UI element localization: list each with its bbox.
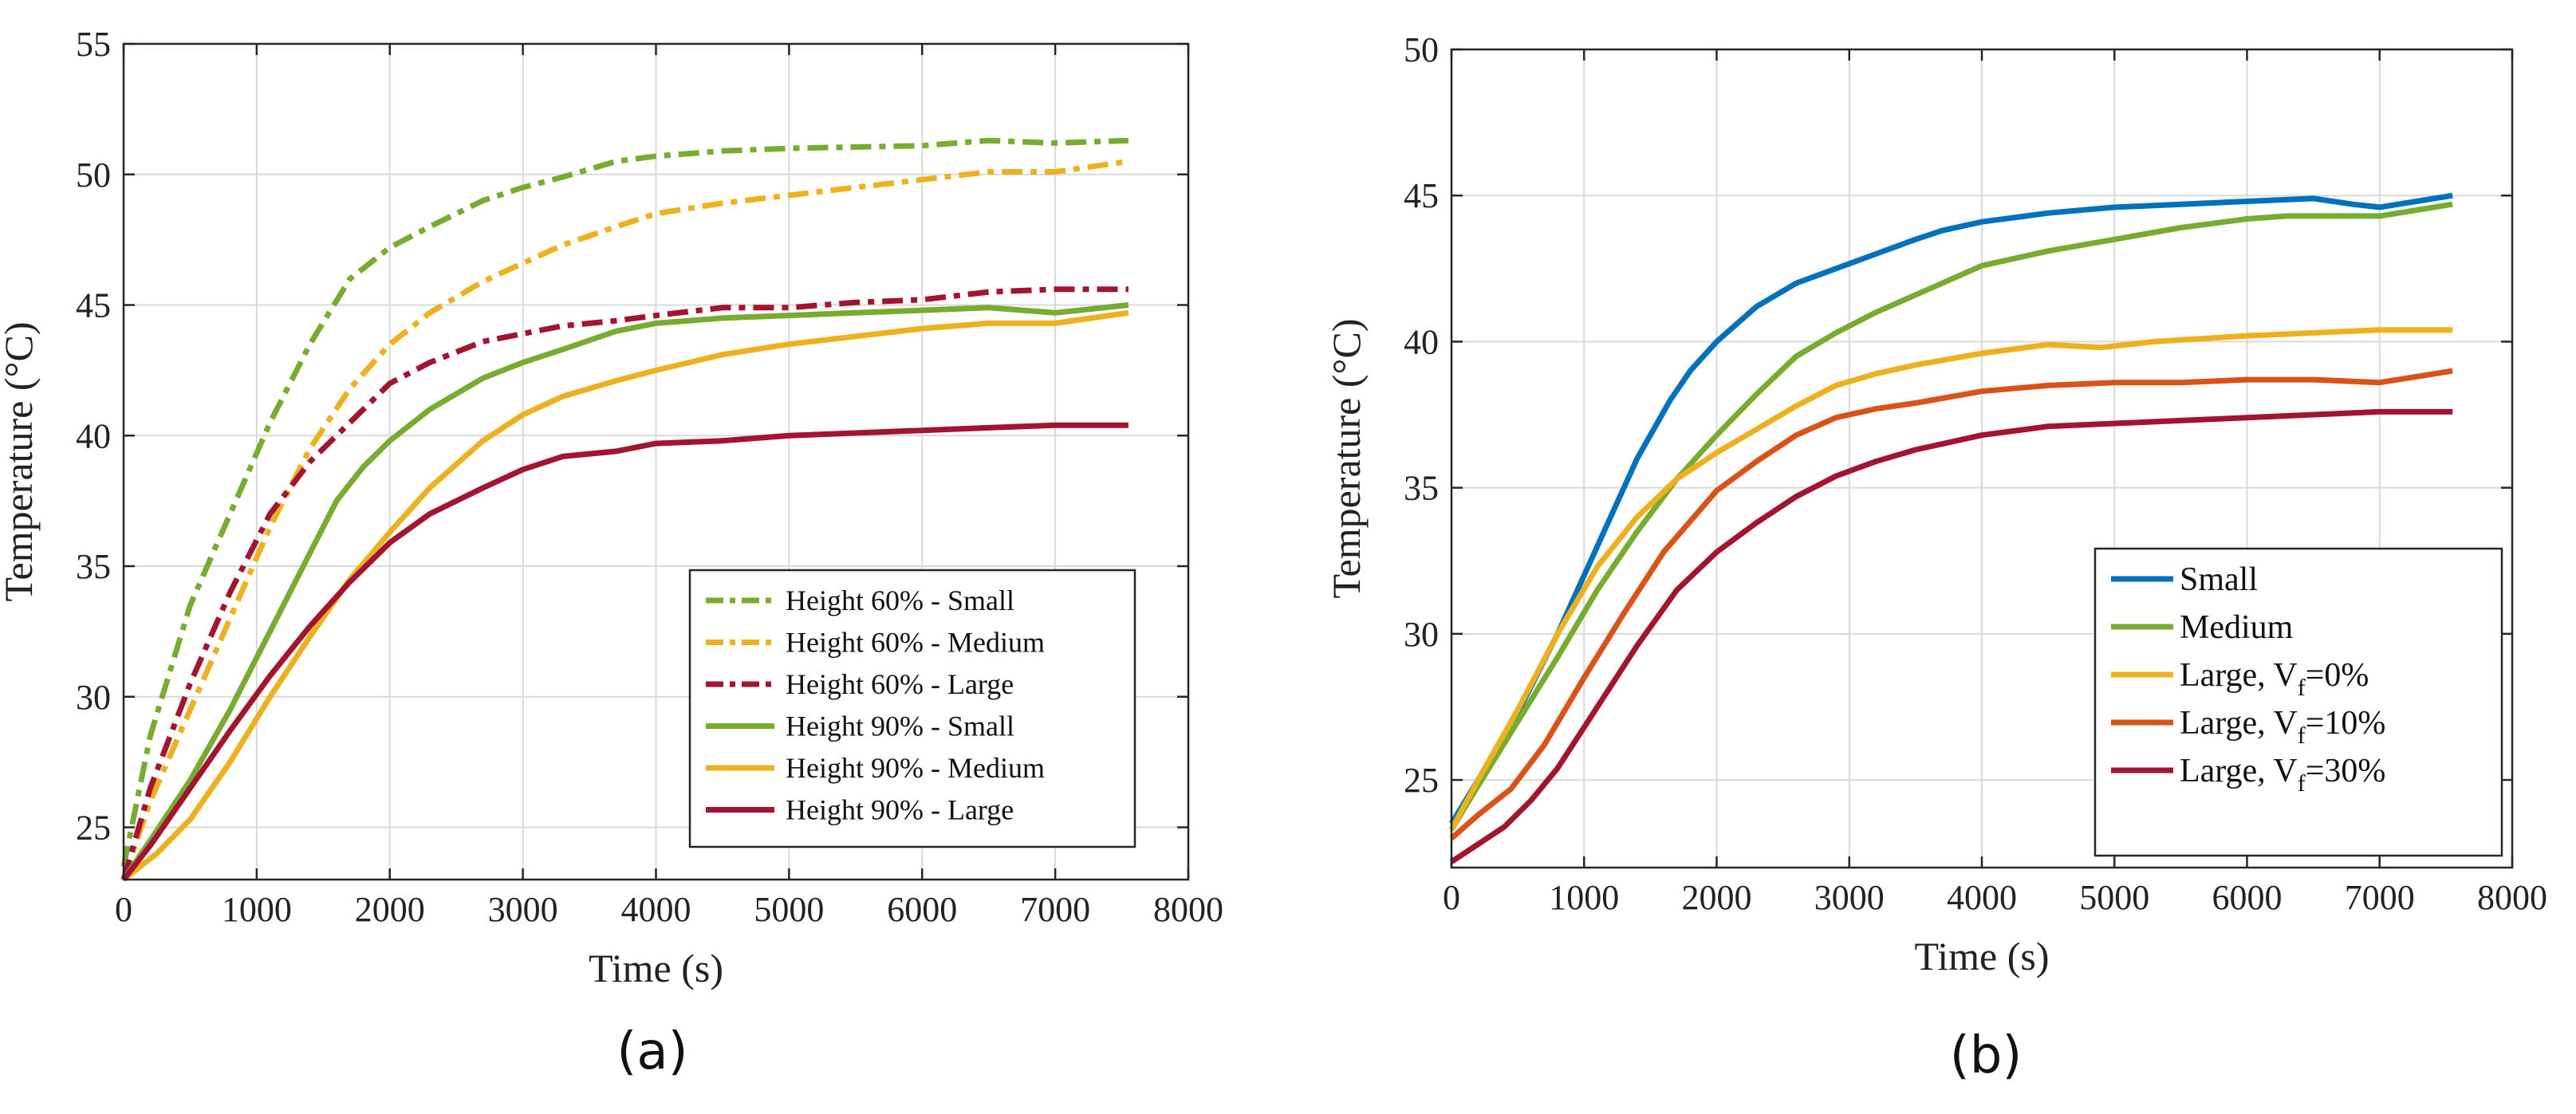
series-line-2 (1449, 201, 2453, 832)
legend-label: Small (2180, 561, 2258, 598)
panel-label: (b) (1950, 1026, 2023, 1085)
legend-label: Medium (2180, 609, 2294, 646)
y-tick-label: 45 (76, 286, 111, 325)
y-tick-label: 35 (76, 547, 111, 586)
legend-text: Large, V (2180, 753, 2298, 789)
legend-text: Height 60% - Small (786, 585, 1014, 616)
y-tick-label: 45 (1404, 176, 1439, 215)
x-tick-label: 4000 (1947, 878, 2017, 917)
legend-suffix: =30% (2306, 753, 2386, 789)
legend-text: Height 60% - Medium (786, 627, 1045, 659)
legend-text: Large, V (2180, 705, 2298, 742)
x-tick-label: 0 (1443, 878, 1460, 917)
legend-label: Height 60% - Small (786, 585, 1014, 616)
y-tick-label: 55 (76, 25, 111, 64)
y-tick-label: 50 (1404, 30, 1439, 69)
legend-label: Height 90% - Large (786, 794, 1014, 826)
legend-text: Height 60% - Large (786, 668, 1014, 700)
x-tick-label: 7000 (2345, 878, 2415, 917)
x-tick-label: 2000 (1682, 878, 1752, 917)
x-tick-label: 5000 (754, 890, 824, 929)
legend-text: Height 90% - Medium (786, 752, 1045, 784)
series-line-4 (121, 302, 1129, 881)
y-tick-label: 40 (76, 416, 111, 455)
series-line-5 (121, 309, 1129, 882)
series-line-1 (1449, 192, 2453, 825)
legend-subscript: f (2298, 722, 2306, 749)
series-line-5 (1450, 408, 2453, 864)
x-tick-label: 2000 (355, 890, 425, 929)
series-line-3 (120, 286, 1128, 880)
x-tick-label: 3000 (488, 890, 558, 929)
legend-label: Height 90% - Small (786, 711, 1014, 742)
legend-text: Large, V (2180, 657, 2298, 694)
x-tick-label: 4000 (621, 890, 691, 929)
y-axis-label: Temperature (°C) (1324, 318, 1369, 598)
legend-suffix: =10% (2306, 705, 2386, 742)
legend-label: Large, Vf=0% (2180, 657, 2369, 701)
legend-label: Large, Vf=30% (2180, 753, 2385, 797)
legend-suffix: =0% (2306, 657, 2369, 694)
y-tick-label: 25 (76, 809, 111, 848)
legend-text: Height 90% - Small (786, 711, 1014, 742)
legend-text: Height 90% - Large (786, 794, 1014, 826)
legend-box (2093, 547, 2503, 857)
x-axis-label: Time (s) (589, 946, 723, 990)
y-tick-label: 30 (1404, 615, 1439, 654)
x-tick-label: 1000 (222, 890, 292, 929)
legend-label: Height 90% - Medium (786, 752, 1045, 784)
legend-subscript: f (2298, 675, 2306, 701)
legend-subscript: f (2298, 770, 2306, 797)
legend-text: Medium (2180, 609, 2294, 646)
legend-label: Height 60% - Large (786, 668, 1014, 700)
y-tick-label: 40 (1404, 322, 1439, 361)
x-tick-label: 8000 (1153, 890, 1223, 929)
legend-label: Large, Vf=10% (2180, 705, 2385, 749)
chart-panel-a: 0 1000 2000 3000 4000 5000 6000 7000 8000 25 30 35 4… (0, 25, 1223, 1081)
y-tick-label: 30 (76, 678, 111, 717)
y-tick-label: 25 (1404, 761, 1439, 800)
series-line-3 (1448, 327, 2453, 832)
legend-box (688, 569, 1136, 848)
series-line-1 (120, 137, 1129, 868)
panel-label: (a) (616, 1022, 687, 1081)
x-tick-label: 8000 (2477, 878, 2547, 917)
x-tick-label: 7000 (1020, 890, 1090, 929)
x-tick-label: 1000 (1549, 878, 1619, 917)
series-line-6 (121, 422, 1128, 882)
series-line-4 (1449, 368, 2453, 841)
legend: Height 60% - Small Height 60% - Medium Hei… (688, 569, 1136, 848)
x-tick-label: 0 (115, 890, 132, 929)
x-tick-label: 3000 (1814, 878, 1885, 917)
y-tick-label: 50 (76, 155, 111, 195)
x-tick-label: 6000 (2212, 878, 2283, 917)
y-axis-label: Temperature (°C) (0, 321, 41, 601)
series-line-2 (120, 158, 1129, 881)
y-tick-label: 35 (1404, 469, 1439, 508)
x-tick-label: 6000 (887, 890, 957, 929)
chart-panel-b: 0 1000 2000 3000 4000 5000 6000 7000 8000 25 30 35 4… (1324, 30, 2547, 1085)
x-tick-label: 5000 (2079, 878, 2149, 917)
legend-text: Small (2180, 561, 2258, 598)
x-axis-label: Time (s) (1914, 934, 2049, 978)
legend-label: Height 60% - Medium (786, 627, 1045, 659)
